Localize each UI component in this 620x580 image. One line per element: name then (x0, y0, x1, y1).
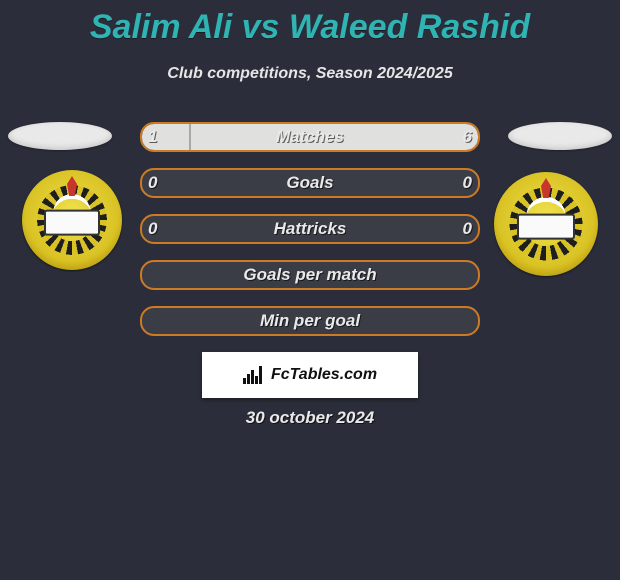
club-badge-right (494, 172, 598, 276)
bar-row-goals: 0 0 Goals (140, 168, 480, 198)
bar-value-left: 0 (148, 170, 182, 196)
club-badge-left (22, 170, 122, 270)
attribution-text: FcTables.com (271, 366, 377, 384)
torch-icon (541, 178, 551, 198)
bar-value-left: 0 (148, 216, 182, 242)
bar-label: Hattricks (142, 216, 478, 242)
bar-value-right: 0 (438, 170, 472, 196)
bar-row-goals-per-match: Goals per match (140, 260, 480, 290)
player-avatar-right (508, 122, 612, 150)
bar-label: Min per goal (142, 308, 478, 334)
attribution-card[interactable]: FcTables.com (202, 352, 418, 398)
page-title: Salim Ali vs Waleed Rashid (0, 0, 620, 47)
subtitle: Club competitions, Season 2024/2025 (0, 65, 620, 83)
bar-value-right: 0 (438, 216, 472, 242)
bar-value-right: 6 (438, 124, 472, 150)
bar-row-min-per-goal: Min per goal (140, 306, 480, 336)
comparison-bars: 1 6 Matches 0 0 Goals 0 0 Hattricks Goal… (140, 122, 480, 352)
footer-date: 30 october 2024 (0, 408, 620, 428)
player-avatar-left (8, 122, 112, 150)
bar-split (189, 124, 191, 150)
torch-icon (67, 176, 77, 196)
bar-row-hattricks: 0 0 Hattricks (140, 214, 480, 244)
bar-label: Goals (142, 170, 478, 196)
fctables-logo-icon (243, 366, 265, 384)
bar-label: Goals per match (142, 262, 478, 288)
bar-row-matches: 1 6 Matches (140, 122, 480, 152)
bar-fill-right (189, 124, 478, 150)
bar-value-left: 1 (148, 124, 182, 150)
